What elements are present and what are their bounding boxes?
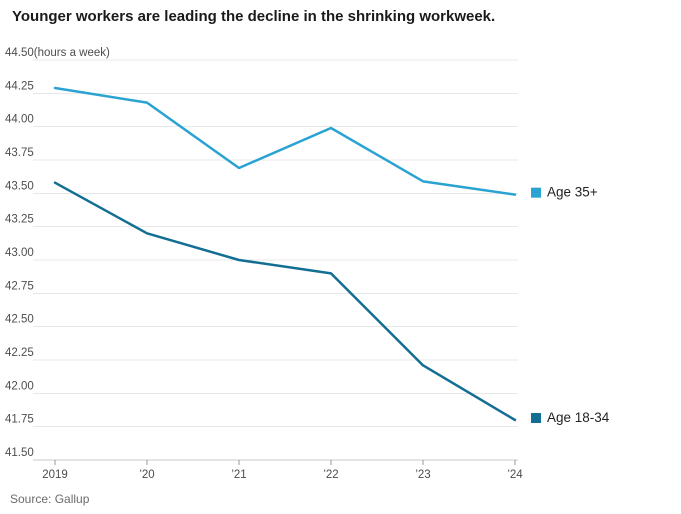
y-tick-label: 43.25 <box>5 214 34 226</box>
chart-title: Younger workers are leading the decline … <box>12 8 496 25</box>
legend-label-age-35: Age 35+ <box>547 185 598 200</box>
x-tick-label: ’21 <box>231 469 246 481</box>
y-tick-label: 43.50 <box>5 180 34 192</box>
x-tick-label: ’23 <box>415 469 430 481</box>
x-tick-label: ’24 <box>507 469 523 481</box>
y-tick-label: 44.00 <box>5 114 34 126</box>
x-tick-label: 2019 <box>42 469 68 481</box>
y-tick-label: 42.00 <box>5 380 34 392</box>
y-tick-label: 43.75 <box>5 147 34 159</box>
series-line-age-35 <box>53 86 517 196</box>
source-note: Source: Gallup <box>10 492 90 506</box>
legend-marker-age-18-34 <box>531 413 541 423</box>
y-tick-label: 42.75 <box>5 280 34 292</box>
y-tick-label: 42.50 <box>5 314 34 326</box>
y-tick-label: 44.50(hours a week) <box>5 47 110 59</box>
series-line-age-18-34 <box>53 181 517 422</box>
y-tick-label: 42.25 <box>5 347 34 359</box>
x-tick-label: ’20 <box>139 469 154 481</box>
legend-label-age-18-34: Age 18-34 <box>547 410 610 425</box>
y-tick-label: 44.25 <box>5 80 34 92</box>
legend-marker-age-35 <box>531 187 541 198</box>
x-tick-label: ’22 <box>323 469 338 481</box>
y-tick-label: 43.00 <box>5 247 34 259</box>
y-tick-label: 41.50 <box>5 447 34 459</box>
y-tick-label: 41.75 <box>5 414 34 426</box>
